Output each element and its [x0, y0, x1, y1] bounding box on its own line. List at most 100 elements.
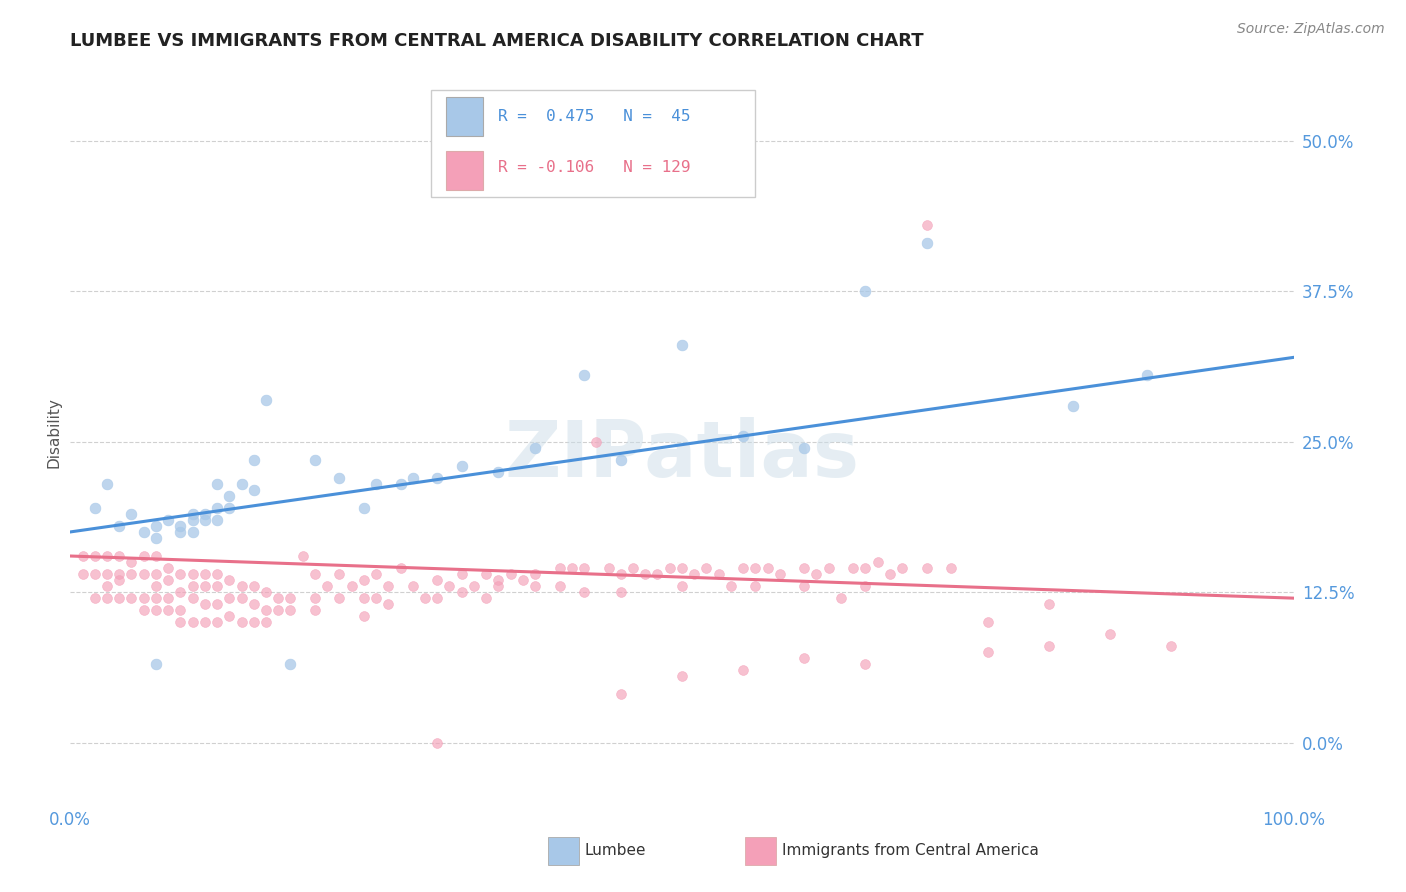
- Point: [254, 392, 277, 407]
- Point: [572, 585, 595, 599]
- Point: [524, 441, 547, 455]
- Point: [96, 549, 118, 563]
- Point: [610, 452, 633, 467]
- Point: [488, 465, 510, 479]
- Point: [108, 519, 131, 533]
- Point: [96, 591, 118, 606]
- Point: [340, 579, 363, 593]
- Point: [548, 579, 571, 593]
- Point: [488, 579, 510, 593]
- Point: [744, 561, 766, 575]
- Point: [402, 579, 425, 593]
- Point: [132, 524, 155, 539]
- Text: ZIPatlas: ZIPatlas: [505, 417, 859, 493]
- Point: [132, 603, 155, 617]
- Point: [72, 567, 94, 582]
- Point: [218, 500, 240, 515]
- Point: [121, 567, 143, 582]
- Point: [671, 579, 693, 593]
- Point: [353, 573, 375, 587]
- Point: [793, 441, 815, 455]
- Point: [426, 736, 449, 750]
- Point: [328, 591, 350, 606]
- Point: [976, 645, 998, 659]
- Point: [488, 573, 510, 587]
- Point: [402, 471, 425, 485]
- Point: [169, 519, 191, 533]
- Point: [353, 500, 375, 515]
- Text: R =  0.475   N =  45: R = 0.475 N = 45: [499, 109, 690, 124]
- Point: [598, 561, 620, 575]
- Point: [132, 549, 155, 563]
- Point: [231, 476, 253, 491]
- Point: [572, 368, 595, 383]
- Point: [181, 591, 204, 606]
- Point: [157, 513, 180, 527]
- Point: [830, 591, 852, 606]
- Point: [145, 531, 167, 545]
- Point: [413, 591, 436, 606]
- Point: [426, 573, 449, 587]
- Point: [572, 561, 595, 575]
- Point: [463, 579, 485, 593]
- Point: [377, 579, 399, 593]
- Point: [132, 591, 155, 606]
- Point: [328, 567, 350, 582]
- Point: [218, 489, 240, 503]
- Point: [915, 235, 938, 250]
- Point: [205, 597, 228, 611]
- Point: [733, 561, 755, 575]
- Point: [450, 567, 472, 582]
- Point: [205, 513, 228, 527]
- Point: [695, 561, 717, 575]
- Point: [439, 579, 461, 593]
- Point: [610, 688, 633, 702]
- Point: [145, 579, 167, 593]
- Point: [1099, 627, 1122, 641]
- Point: [194, 513, 217, 527]
- Point: [218, 573, 240, 587]
- Point: [121, 555, 143, 569]
- Point: [181, 579, 204, 593]
- Point: [181, 513, 204, 527]
- Point: [806, 567, 828, 582]
- Point: [205, 500, 228, 515]
- Point: [939, 561, 962, 575]
- Point: [683, 567, 706, 582]
- Point: [610, 585, 633, 599]
- Point: [304, 591, 326, 606]
- Point: [243, 579, 266, 593]
- Point: [1160, 640, 1182, 654]
- Point: [254, 585, 277, 599]
- Point: [610, 567, 633, 582]
- Point: [145, 603, 167, 617]
- Bar: [446, 151, 482, 190]
- Point: [671, 669, 693, 683]
- Point: [1038, 597, 1060, 611]
- Point: [231, 579, 253, 593]
- Point: [475, 591, 498, 606]
- Point: [733, 664, 755, 678]
- Point: [426, 591, 449, 606]
- Point: [524, 567, 547, 582]
- Point: [720, 579, 742, 593]
- Point: [915, 561, 938, 575]
- Point: [83, 500, 105, 515]
- Point: [231, 591, 253, 606]
- Point: [157, 561, 180, 575]
- Point: [157, 591, 180, 606]
- Point: [842, 561, 865, 575]
- Point: [181, 524, 204, 539]
- Point: [855, 284, 877, 298]
- Bar: [446, 97, 482, 136]
- Point: [243, 615, 266, 630]
- Point: [304, 452, 326, 467]
- Point: [267, 591, 290, 606]
- Text: LUMBEE VS IMMIGRANTS FROM CENTRAL AMERICA DISABILITY CORRELATION CHART: LUMBEE VS IMMIGRANTS FROM CENTRAL AMERIC…: [70, 32, 924, 50]
- Point: [157, 573, 180, 587]
- Point: [389, 476, 412, 491]
- Point: [426, 471, 449, 485]
- Point: [793, 561, 815, 575]
- Point: [450, 458, 472, 473]
- Point: [243, 452, 266, 467]
